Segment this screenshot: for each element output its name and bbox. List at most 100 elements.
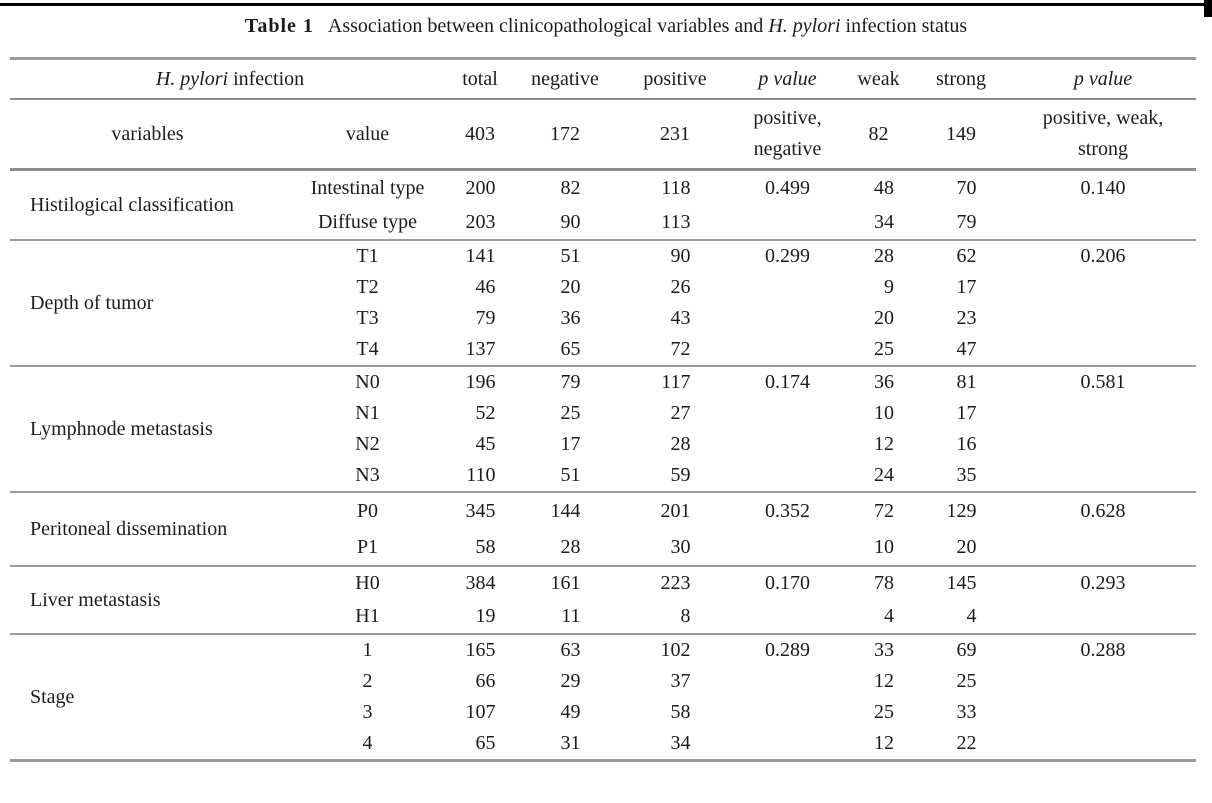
cell-number: 72 [874, 499, 894, 522]
cell-number: 58 [670, 701, 691, 723]
cell-pvalue-1: 0.174 [765, 371, 810, 393]
cell-number: 29 [560, 670, 581, 692]
cell-number: 26 [670, 276, 691, 298]
cell-positive: 117 [620, 366, 730, 398]
block-stage: Stage 1 165 63 102 0.289 33 69 0.288 2 6… [10, 634, 1196, 761]
cell-total: 384 [450, 566, 510, 600]
header-count-strong: 149 [946, 122, 976, 145]
cell-value: 1 [362, 639, 373, 661]
cell-weak: 12 [845, 666, 912, 697]
cell-total: 165 [450, 634, 510, 666]
cell-number: 113 [661, 210, 691, 233]
cell-positive: 58 [620, 697, 730, 728]
cell-positive: 26 [620, 272, 730, 303]
variable-label: Liver metastasis [30, 588, 161, 611]
cell-weak: 34 [845, 205, 912, 240]
cell-pvalue-1 [730, 334, 845, 366]
col-header-pvalue-1: p value [758, 67, 817, 90]
cell-number: 82 [560, 176, 581, 199]
cell-weak: 4 [845, 600, 912, 634]
cell-number: 65 [475, 732, 496, 754]
cell-weak: 20 [845, 303, 912, 334]
cell-pvalue-1 [730, 697, 845, 728]
cell-total: 45 [450, 429, 510, 460]
cell-number: 25 [560, 402, 581, 424]
table-row: Diffuse type 203 90 113 34 79 [10, 205, 1196, 240]
cell-number: 24 [874, 464, 894, 486]
infection-group-rest: infection [228, 67, 305, 90]
cell-number: 46 [475, 276, 496, 298]
table-row: N2 45 17 28 12 16 [10, 429, 1196, 460]
cell-positive: 113 [620, 205, 730, 240]
col-header-total: total [462, 67, 498, 90]
cell-weak: 12 [845, 429, 912, 460]
cell-total: 46 [450, 272, 510, 303]
cell-negative: 11 [510, 600, 620, 634]
cell-number: 52 [475, 402, 496, 424]
infection-group-italic: H. pylori [155, 67, 229, 90]
cell-negative: 65 [510, 334, 620, 366]
header-count-total: 403 [465, 122, 495, 145]
cell-number: 66 [475, 670, 496, 692]
title-text-pre: Association between clinicopathological … [327, 15, 769, 37]
cell-pvalue-1: 0.352 [765, 499, 810, 522]
cell-number: 51 [560, 464, 581, 486]
cell-value: 3 [362, 701, 373, 723]
cell-number: 78 [874, 572, 894, 594]
cell-total: 137 [450, 334, 510, 366]
pvalue2-line2: strong [1078, 138, 1128, 160]
cell-number: 23 [956, 307, 977, 329]
cell-value: N2 [355, 433, 380, 455]
cell-positive: 43 [620, 303, 730, 334]
cell-number: 102 [660, 639, 691, 661]
cell-value: T2 [356, 276, 379, 298]
cell-positive: 30 [620, 529, 730, 566]
cell-positive: 8 [620, 600, 730, 634]
cell-number: 51 [560, 245, 581, 267]
cell-weak: 25 [845, 697, 912, 728]
cell-weak: 25 [845, 334, 912, 366]
pvalue1-line1: positive, [753, 107, 822, 129]
cell-number: 35 [956, 464, 977, 486]
col-header-pvalue-2: p value [1073, 67, 1133, 90]
cell-total: 66 [450, 666, 510, 697]
cell-strong: 4 [912, 600, 1010, 634]
cell-number: 25 [874, 338, 894, 360]
table-row: Depth of tumor T1 141 51 90 0.299 28 62 … [10, 240, 1196, 314]
table-row: T2 46 20 26 9 17 [10, 272, 1196, 303]
cell-number: 72 [670, 338, 691, 360]
cell-positive: 34 [620, 728, 730, 761]
cell-positive: 27 [620, 398, 730, 429]
page-frame-top-border [0, 3, 1212, 6]
cell-pvalue-2 [1010, 205, 1196, 240]
cell-negative: 161 [510, 566, 620, 600]
variable-label: Histilogical classification [30, 193, 234, 216]
page-frame-corner-mark [1204, 0, 1212, 17]
cell-pvalue-1: 0.170 [765, 572, 810, 594]
cell-pvalue-2: 0.293 [1080, 572, 1126, 594]
cell-number: 129 [946, 499, 977, 522]
table-row: 4 65 31 34 12 22 [10, 728, 1196, 761]
cell-weak: 48 [845, 170, 912, 206]
cell-value: T3 [356, 307, 379, 329]
cell-number: 144 [550, 499, 581, 522]
pvalue1-line2: negative [753, 138, 822, 160]
cell-total: 345 [450, 492, 510, 529]
cell-pvalue-1: 0.299 [765, 245, 810, 267]
cell-total: 58 [450, 529, 510, 566]
cell-number: 62 [956, 245, 977, 267]
title-text-post: infection status [840, 15, 968, 37]
cell-number: 48 [874, 176, 894, 199]
col-header-infection-group: H. pylori infection [10, 59, 450, 100]
cell-number: 12 [874, 670, 894, 692]
header-pvalue2-comparison: positive, weak, strong [1010, 99, 1196, 170]
cell-pvalue-1: 0.289 [765, 639, 810, 661]
cell-number: 90 [670, 245, 691, 267]
cell-number: 27 [670, 402, 691, 424]
cell-number: 25 [956, 670, 977, 692]
cell-pvalue-2 [1010, 728, 1196, 761]
variable-label: Stage [30, 685, 75, 708]
cell-pvalue-2 [1010, 429, 1196, 460]
cell-number: 47 [956, 338, 977, 360]
cell-weak: 36 [845, 366, 912, 398]
